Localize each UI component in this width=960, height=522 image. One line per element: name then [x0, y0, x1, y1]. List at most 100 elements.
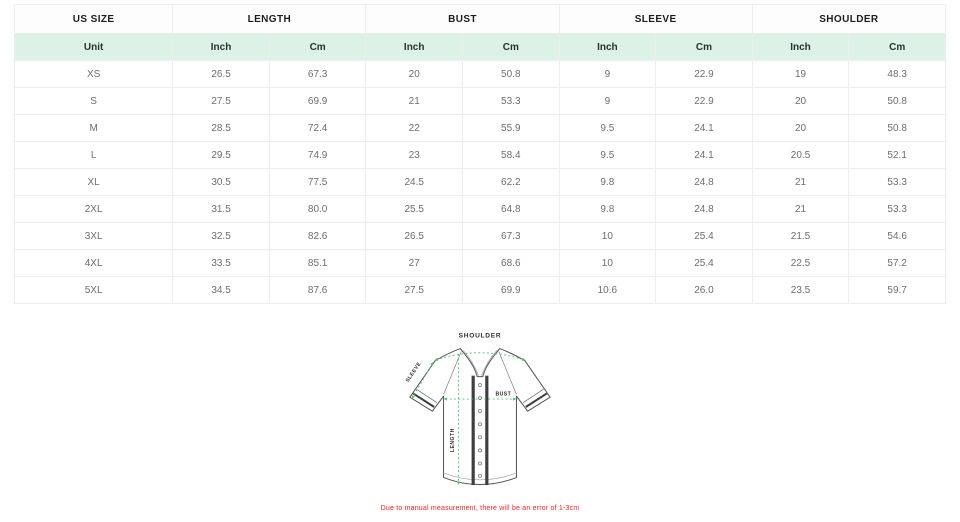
measurement-cell: 77.5: [268, 168, 367, 196]
measurement-cell: 26.5: [365, 222, 463, 250]
measurement-cell: 50.8: [848, 114, 946, 142]
measurement-cell: 57.2: [848, 249, 946, 277]
measurement-cell: 87.6: [268, 276, 367, 304]
measurement-cell: 24.8: [655, 168, 753, 196]
measurement-cell: 82.6: [268, 222, 367, 250]
measurement-cell: 54.6: [848, 222, 946, 250]
unit-header-cell: Inch: [365, 33, 463, 61]
measurement-cell: 20: [751, 87, 850, 115]
measurement-cell: 24.8: [655, 195, 753, 223]
measurement-cell: 34.5: [172, 276, 270, 304]
measurement-cell: 9: [558, 60, 657, 88]
size-label-cell: M: [13, 114, 174, 142]
unit-header-cell: Unit: [13, 33, 174, 61]
size-label-cell: S: [13, 87, 174, 115]
measurement-cell: 62.2: [462, 168, 560, 196]
size-row: L 29.5 74.9 23 58.4 9.5 24.1 20.5 52.1: [13, 141, 946, 169]
length-label: LENGTH: [450, 428, 456, 452]
measurement-cell: 52.1: [848, 141, 946, 169]
measurement-cell: 50.8: [462, 60, 560, 88]
measurement-cell: 80.0: [268, 195, 367, 223]
size-row: 4XL 33.5 85.1 27 68.6 10 25.4 22.5 57.2: [13, 249, 946, 277]
unit-header-cell: Cm: [655, 33, 753, 61]
measurement-cell: 85.1: [268, 249, 367, 277]
column-group-header: LENGTH: [172, 4, 367, 34]
right-cuff-line: [522, 388, 544, 404]
measurement-cell: 67.3: [268, 60, 367, 88]
measurement-cell: 10: [558, 222, 657, 250]
size-label-cell: XL: [13, 168, 174, 196]
size-row: 3XL 32.5 82.6 26.5 67.3 10 25.4 21.5 54.6: [13, 222, 946, 250]
measurement-cell: 55.9: [462, 114, 560, 142]
measurement-cell: 29.5: [172, 141, 270, 169]
hem-line: [443, 472, 517, 481]
measurement-cell: 19: [751, 60, 850, 88]
measurement-cell: 74.9: [268, 141, 367, 169]
measurement-cell: 24.1: [655, 114, 753, 142]
unit-header-cell: Cm: [462, 33, 560, 61]
measurement-cell: 25.4: [655, 222, 753, 250]
placket-stripe-left: [471, 375, 475, 486]
unit-header-cell: Inch: [558, 33, 657, 61]
measurement-cell: 25.5: [365, 195, 463, 223]
column-group-header: US SIZE: [13, 4, 174, 34]
jersey-diagram-svg: SHOULDER SLEEVE BUST LENGTH: [405, 332, 551, 486]
measurement-cell: 27: [365, 249, 463, 277]
size-table-head: US SIZE LENGTH BUST SLEEVE SHOULDER Unit Inch…: [13, 4, 947, 61]
column-group-header: BUST: [365, 4, 560, 34]
measurement-cell: 27.5: [172, 87, 270, 115]
size-row: XL 30.5 77.5 24.5 62.2 9.8 24.8 21 53.3: [13, 168, 946, 196]
measurement-cell: 69.9: [462, 276, 560, 304]
measurement-cell: 53.3: [848, 195, 946, 223]
size-chart-section: US SIZE LENGTH BUST SLEEVE SHOULDER Unit Inch…: [13, 4, 947, 304]
unit-header-cell: Cm: [848, 33, 946, 61]
measurement-cell: 9.8: [558, 195, 657, 223]
size-label-cell: 5XL: [13, 276, 174, 304]
measurement-cell: 68.6: [462, 249, 560, 277]
right-cuff-band: [525, 392, 548, 408]
size-table-body: XS 26.5 67.3 20 50.8 9 22.9 19 48.3 S 27.5 69.9 21 53…: [13, 60, 946, 304]
measurement-cell: 72.4: [268, 114, 367, 142]
group-header-row: US SIZE LENGTH BUST SLEEVE SHOULDER: [13, 4, 947, 34]
measurement-cell: 9.8: [558, 168, 657, 196]
measurement-cell: 53.3: [462, 87, 560, 115]
measurement-cell: 69.9: [268, 87, 367, 115]
size-label-cell: 4XL: [13, 249, 174, 277]
measurement-cell: 9.5: [558, 114, 657, 142]
unit-header-cell: Cm: [268, 33, 367, 61]
measurement-cell: 23.5: [751, 276, 850, 304]
measurement-cell: 21: [751, 168, 850, 196]
measurement-disclaimer: Due to manual measurement, there will be…: [380, 505, 580, 512]
column-group-header: SHOULDER: [751, 4, 947, 34]
measurement-cell: 59.7: [848, 276, 946, 304]
measurement-cell: 23: [365, 141, 463, 169]
measurement-cell: 53.3: [848, 168, 946, 196]
measurement-cell: 24.5: [365, 168, 463, 196]
measurement-cell: 22.9: [655, 60, 753, 88]
size-label-cell: 3XL: [13, 222, 174, 250]
measurement-cell: 20.5: [751, 141, 850, 169]
unit-header-cell: Inch: [751, 33, 850, 61]
measurement-cell: 10.6: [558, 276, 657, 304]
measurement-cell: 20: [365, 60, 463, 88]
unit-header-row: Unit Inch Cm Inch Cm Inch Cm Inch Cm: [13, 33, 946, 61]
placket-stripe-right: [485, 375, 489, 486]
unit-header-cell: Inch: [172, 33, 270, 61]
sleeve-label: SLEEVE: [405, 361, 423, 384]
measurement-cell: 67.3: [462, 222, 560, 250]
measurement-cell: 50.8: [848, 87, 946, 115]
size-row: 2XL 31.5 80.0 25.5 64.8 9.8 24.8 21 53.3: [13, 195, 946, 223]
size-row: XS 26.5 67.3 20 50.8 9 22.9 19 48.3: [13, 60, 946, 88]
column-group-header: SLEEVE: [558, 4, 753, 34]
measurement-cell: 22: [365, 114, 463, 142]
shoulder-measure-line: [434, 352, 526, 361]
size-row: 5XL 34.5 87.6 27.5 69.9 10.6 26.0 23.5 59.7: [13, 276, 946, 304]
measurement-cell: 33.5: [172, 249, 270, 277]
measurement-cell: 20: [751, 114, 850, 142]
size-chart-table: US SIZE LENGTH BUST SLEEVE SHOULDER Unit Inch…: [13, 4, 947, 304]
bust-label: BUST: [495, 391, 511, 397]
measurement-cell: 28.5: [172, 114, 270, 142]
collar-line: [462, 350, 498, 376]
measurement-cell: 24.1: [655, 141, 753, 169]
measurement-cell: 31.5: [172, 195, 270, 223]
